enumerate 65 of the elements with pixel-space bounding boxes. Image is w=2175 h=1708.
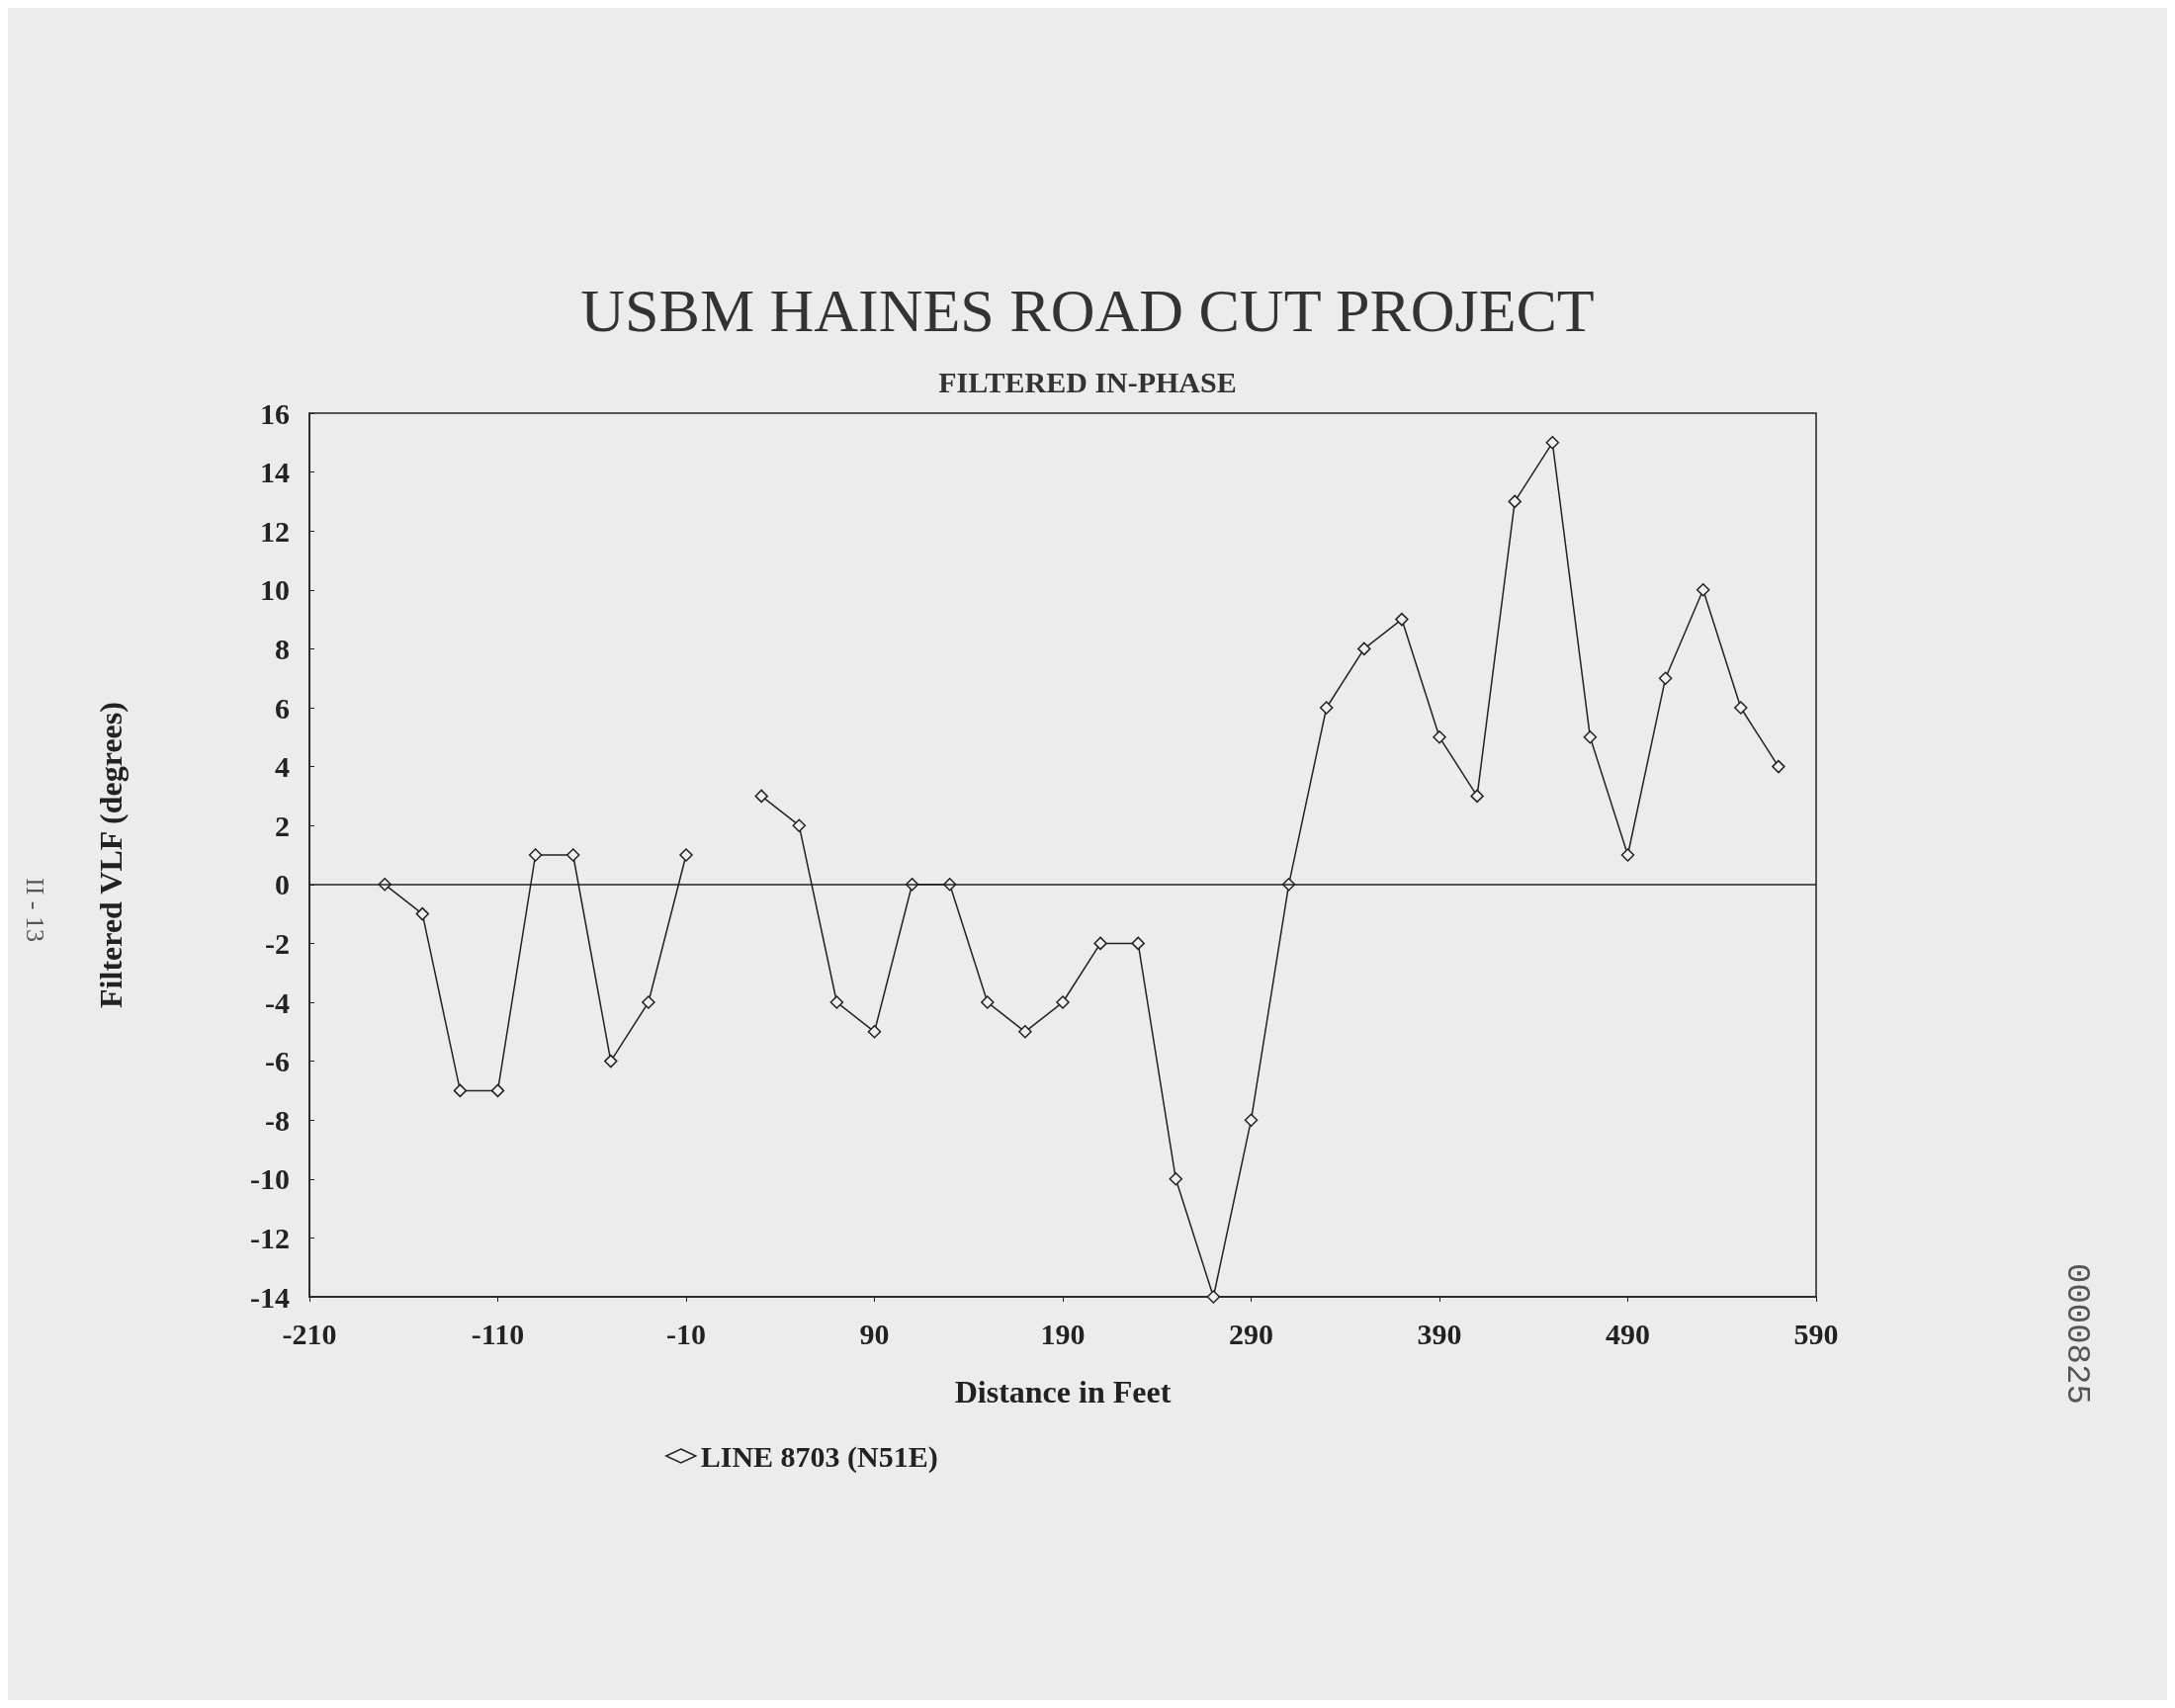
point [1056, 995, 1070, 1009]
point [1583, 730, 1598, 744]
x-tick-label: -110 [471, 1317, 525, 1350]
x-tick-label: -210 [282, 1317, 337, 1350]
point [1696, 583, 1710, 597]
point [1206, 1290, 1221, 1304]
point [1433, 730, 1446, 744]
x-tick-label: 390 [1417, 1317, 1462, 1350]
x-axis-title: Distance in Feet [954, 1374, 1172, 1409]
point [679, 848, 693, 862]
point [1319, 701, 1334, 715]
y-tick-label: 0 [275, 868, 290, 901]
y-tick-label: 8 [275, 632, 290, 665]
point [415, 906, 430, 921]
point [490, 1083, 505, 1098]
text: 0000825 [2058, 1263, 2096, 1405]
point [1620, 848, 1635, 862]
point [1772, 759, 1785, 774]
x-tick-label: 490 [1606, 1317, 1650, 1350]
y-tick-label: -2 [265, 926, 290, 960]
point [1357, 641, 1371, 656]
chart-title: USBM HAINES ROAD CUT PROJECT [580, 277, 1595, 344]
point [1169, 1172, 1183, 1186]
y-tick-label: -14 [250, 1280, 290, 1314]
legend-label: LINE 8703 (N51E) [700, 1439, 938, 1474]
y-tick-label: 6 [275, 691, 290, 725]
y-tick-label: 14 [260, 456, 290, 489]
point [829, 995, 844, 1009]
y-tick-label: -4 [265, 985, 290, 1019]
y-tick-label: 12 [260, 514, 290, 548]
point [642, 995, 655, 1009]
text: II - 13 [20, 878, 49, 942]
point [754, 789, 768, 804]
point [1018, 1025, 1032, 1039]
point [1658, 671, 1673, 685]
point [528, 848, 543, 862]
y-tick-label: -10 [250, 1162, 290, 1196]
point [1395, 612, 1409, 627]
y-tick-label: 2 [275, 809, 290, 842]
point [1131, 936, 1145, 951]
y-tick-label: -6 [265, 1045, 290, 1078]
point [1545, 436, 1560, 450]
x-tick-label: 90 [859, 1317, 890, 1350]
x-tick-label: 590 [1793, 1317, 1839, 1350]
y-tick-label: -12 [250, 1221, 290, 1254]
point [1093, 936, 1107, 951]
point [981, 995, 995, 1009]
point [566, 848, 580, 862]
y-tick-label: 16 [260, 396, 290, 430]
x-tick-label: -10 [666, 1317, 706, 1350]
point [1734, 701, 1748, 715]
chart-subtitle: FILTERED IN-PHASE [938, 365, 1237, 398]
point [1470, 789, 1484, 804]
point [867, 1025, 882, 1039]
y-tick-label: 4 [275, 750, 290, 784]
point [604, 1054, 618, 1068]
point [792, 818, 807, 832]
y-tick-label: -8 [265, 1103, 290, 1137]
y-axis-title: Filtered VLF (degrees) [93, 702, 129, 1008]
x-tick-label: 190 [1040, 1317, 1086, 1350]
y-tick-label: 10 [260, 573, 290, 607]
point [1508, 494, 1522, 509]
point [453, 1083, 468, 1098]
x-tick-label: 290 [1229, 1317, 1273, 1350]
point [1244, 1113, 1259, 1127]
